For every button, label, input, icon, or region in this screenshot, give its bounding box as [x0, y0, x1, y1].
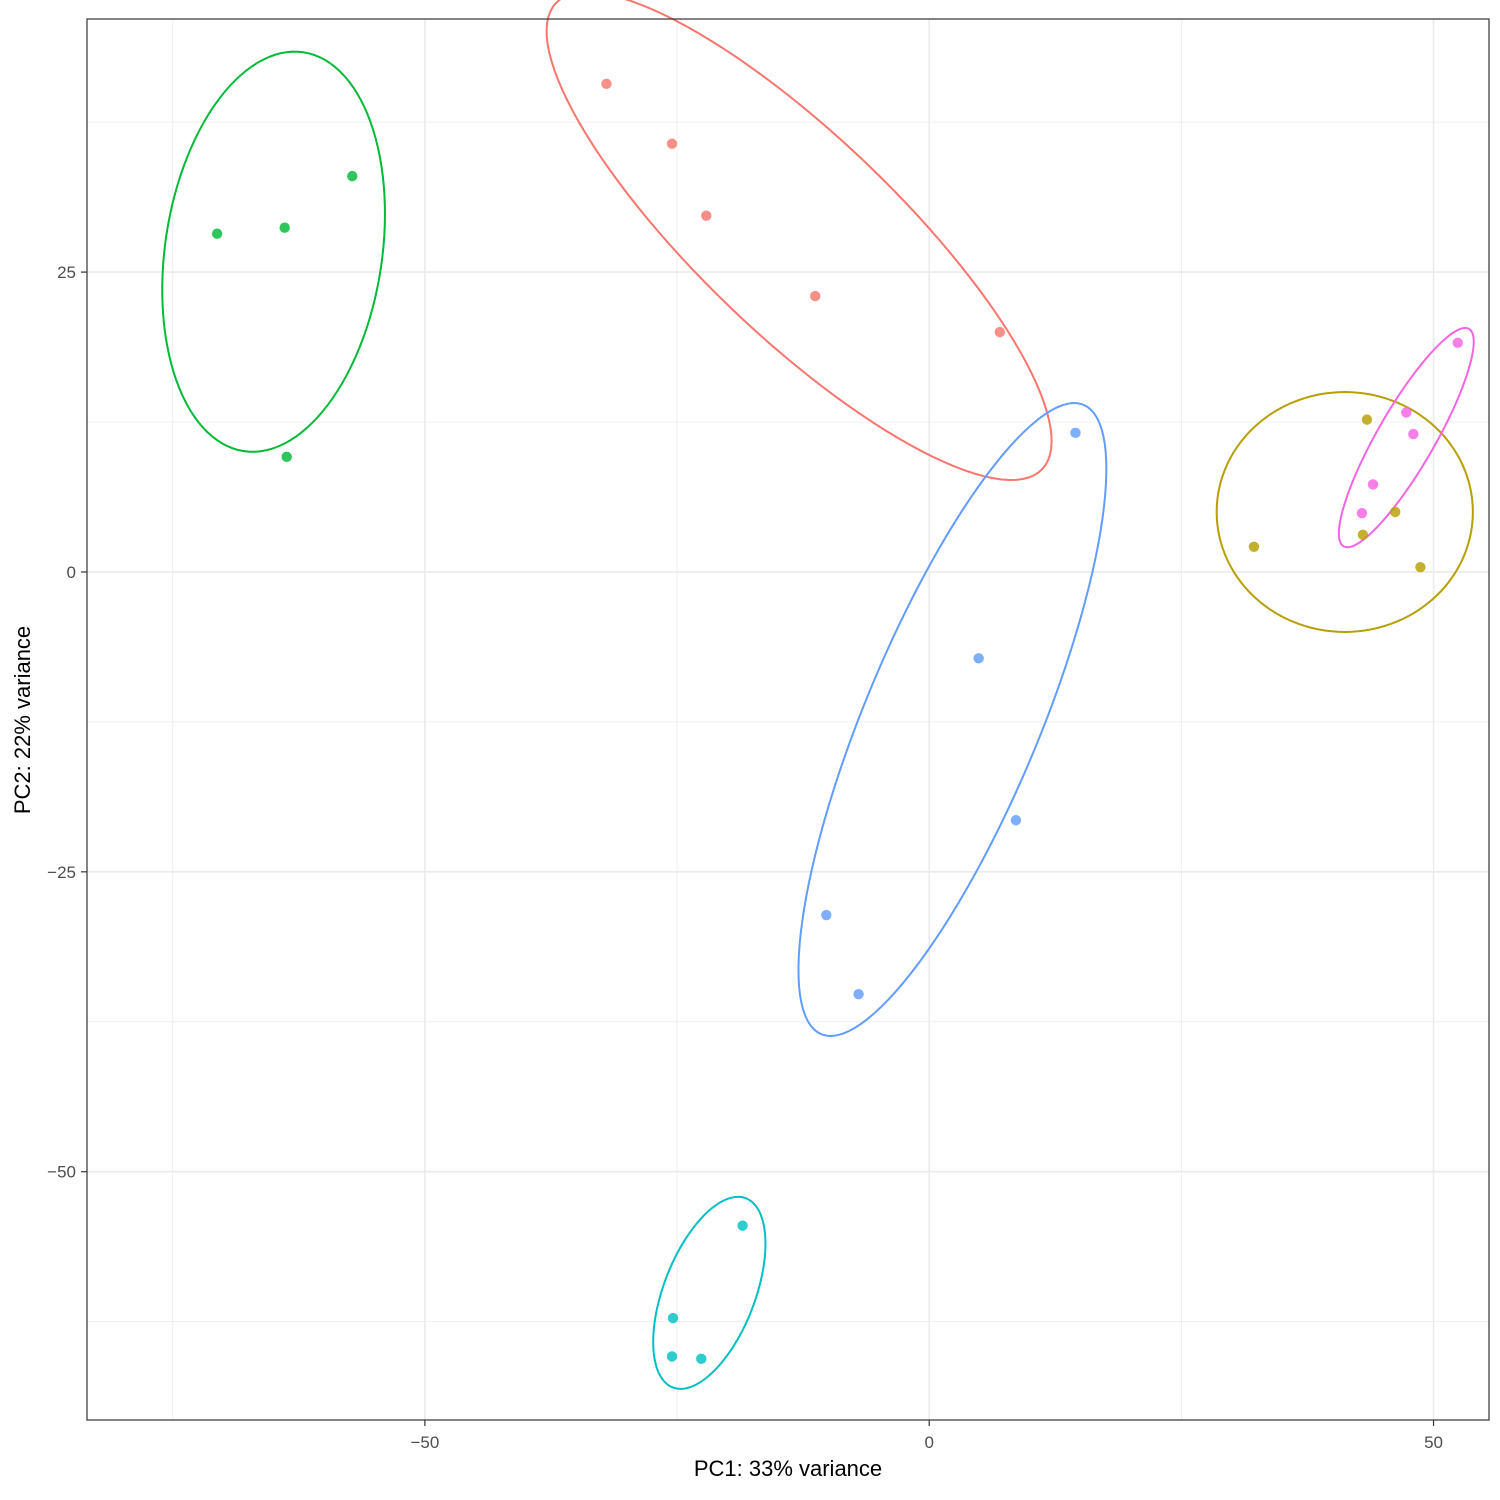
scatter-point: [1389, 506, 1401, 518]
scatter-point: [1248, 541, 1260, 552]
group-ellipse: [1337, 326, 1475, 549]
scatter-point: [667, 1312, 679, 1324]
scatter-point: [1356, 507, 1368, 519]
y-tick-label: 0: [67, 563, 76, 582]
scatter-point: [279, 222, 290, 233]
y-tick-label: −25: [47, 863, 76, 882]
x-tick-label: −50: [410, 1433, 439, 1452]
scatter-point: [1408, 428, 1419, 440]
scatter-point: [1357, 529, 1369, 540]
scatter-point: [601, 78, 612, 89]
y-axis-title: PC2: 22% variance: [10, 626, 35, 814]
plot-border: [86, 18, 1490, 1421]
scatter-point: [737, 1220, 748, 1231]
scatter-point: [1361, 414, 1373, 425]
x-axis-title: PC1: 33% variance: [694, 1456, 882, 1481]
scatter-point: [1070, 427, 1081, 439]
group-ellipse: [161, 50, 386, 453]
scatter-point: [666, 1351, 678, 1362]
scatter-point: [666, 138, 678, 149]
scatter-point: [1367, 479, 1379, 490]
scatter-point: [821, 909, 832, 921]
axis-ticks: −50 0 50 −50 −25 0 25: [47, 263, 1443, 1452]
y-tick-label: 25: [57, 263, 76, 282]
grid-lines: [87, 19, 1489, 1420]
y-tick-label: −50: [47, 1163, 76, 1182]
scatter-point: [973, 653, 984, 664]
scatter-point: [347, 170, 358, 182]
point-layer: [211, 78, 1463, 1365]
group-ellipse: [545, 0, 1053, 481]
plot-panel: [87, 19, 1489, 1420]
group-ellipse: [797, 402, 1108, 1037]
scatter-point: [281, 451, 292, 463]
scatter-point: [211, 228, 223, 239]
scatter-point: [994, 326, 1006, 338]
x-tick-label: 50: [1424, 1433, 1443, 1452]
x-tick-label: 0: [924, 1433, 933, 1452]
scatter-point: [1452, 337, 1463, 349]
group-ellipse: [652, 1195, 767, 1390]
scatter-point: [1010, 815, 1022, 826]
scatter-point: [1401, 407, 1412, 418]
scatter-point: [696, 1353, 707, 1365]
scatter-point: [1415, 561, 1426, 573]
scatter-point: [810, 290, 821, 302]
scatter-point: [701, 210, 712, 221]
scatter-point: [853, 988, 864, 1000]
